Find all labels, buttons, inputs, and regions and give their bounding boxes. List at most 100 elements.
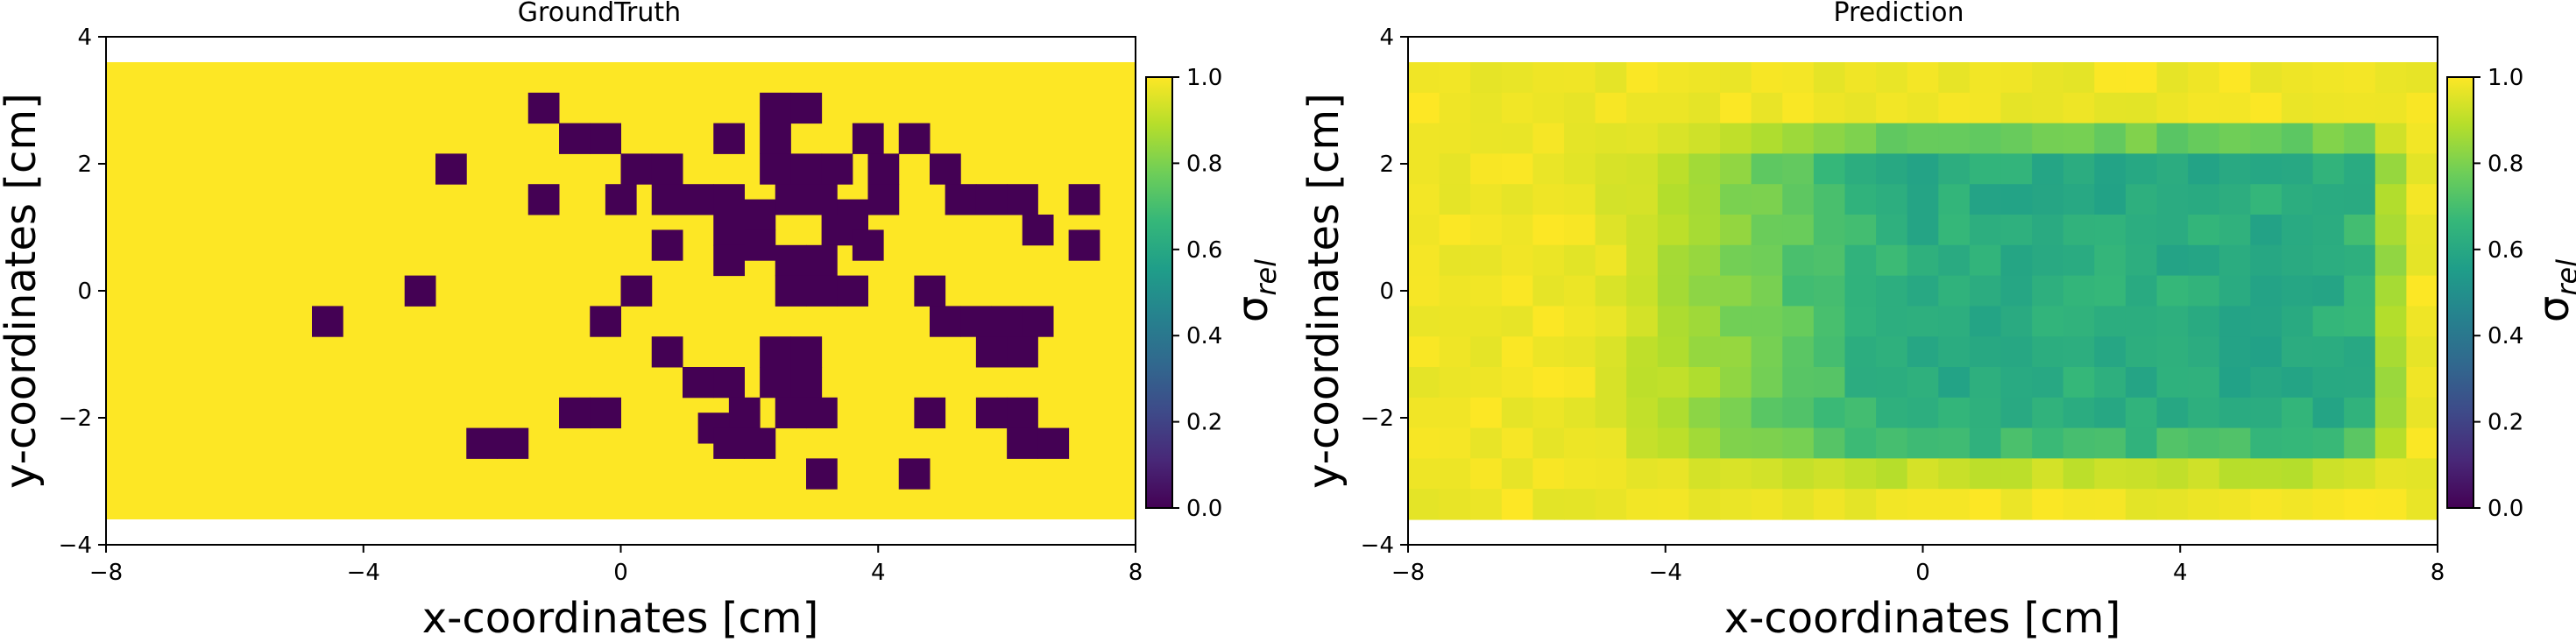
- heatmap-cell: [651, 184, 683, 215]
- heatmap-cell: [2094, 123, 2127, 154]
- heatmap-cell: [1007, 427, 1038, 459]
- heatmap-cell: [2156, 275, 2189, 307]
- heatmap-cell: [2000, 367, 2033, 399]
- heatmap-cell: [2094, 367, 2127, 399]
- heatmap-cell: [2063, 62, 2095, 94]
- heatmap-cell: [2250, 153, 2282, 185]
- heatmap-cell: [1720, 62, 1752, 94]
- heatmap-cell: [1470, 62, 1503, 94]
- heatmap-cell: [1688, 153, 1721, 185]
- heatmap-cell: [1907, 336, 1939, 368]
- heatmap-cell: [2156, 336, 2189, 368]
- heatmap-cell: [1439, 184, 1471, 215]
- heatmap-cell: [1688, 458, 1721, 490]
- heatmap-cell: [2281, 62, 2314, 94]
- heatmap-cell: [2032, 153, 2064, 185]
- heatmap-cell: [1657, 397, 1690, 429]
- heatmap-cell: [1813, 215, 1846, 246]
- heatmap-cell: [867, 184, 900, 215]
- heatmap-cell: [2219, 123, 2251, 154]
- heatmap-cell: [1813, 427, 1846, 459]
- heatmap-cell: [991, 306, 1023, 337]
- colorbar-tick-label: 1.0: [1186, 65, 1222, 91]
- heatmap-cell: [2374, 92, 2407, 124]
- heatmap-cell: [2219, 153, 2251, 185]
- y-tick-label: −4: [1361, 533, 1394, 559]
- heatmap-cell: [1844, 215, 1877, 246]
- heatmap-cell: [1751, 336, 1783, 368]
- x-tick-label: −8: [89, 560, 123, 586]
- heatmap-cell: [1844, 489, 1877, 520]
- heatmap-cell: [2406, 367, 2438, 399]
- heatmap-cell: [620, 275, 653, 307]
- heatmap-cell: [1782, 215, 1815, 246]
- heatmap-cell: [2000, 336, 2033, 368]
- heatmap-cell: [1844, 367, 1877, 399]
- heatmap-cell: [806, 184, 838, 215]
- heatmap-cell: [1532, 244, 1565, 277]
- heatmap-cell: [1564, 336, 1596, 368]
- heatmap-cell: [683, 184, 714, 215]
- heatmap-cell: [1688, 62, 1721, 94]
- prediction-xlabel: x-coordinates [cm]: [1724, 594, 2121, 642]
- heatmap-cell: [1595, 184, 1627, 215]
- heatmap-cell: [1501, 458, 1534, 490]
- heatmap-cell: [2406, 427, 2438, 459]
- heatmap-cell: [590, 123, 621, 154]
- heatmap-cell: [1876, 215, 1908, 246]
- heatmap-cell: [1626, 215, 1659, 246]
- heatmap-cell: [2156, 92, 2189, 124]
- heatmap-cell: [775, 275, 807, 307]
- heatmap-cell: [806, 275, 838, 307]
- heatmap-cell: [1657, 62, 1690, 94]
- heatmap-cell: [1595, 489, 1627, 520]
- colorbar-tick-label: 1.0: [2488, 65, 2523, 91]
- heatmap-cell: [1720, 184, 1752, 215]
- heatmap-cell: [1470, 123, 1503, 154]
- colorbar-tick-label: 0.8: [2488, 151, 2523, 177]
- heatmap-cell: [2374, 62, 2407, 94]
- heatmap-cell: [1470, 92, 1503, 124]
- heatmap-cell: [2094, 306, 2127, 337]
- heatmap-cell: [1907, 427, 1939, 459]
- prediction-title: Prediction: [1833, 0, 1964, 28]
- heatmap-cell: [2312, 184, 2345, 215]
- heatmap-cell: [2250, 397, 2282, 429]
- heatmap-cell: [1751, 427, 1783, 459]
- heatmap-cell: [1564, 62, 1596, 94]
- heatmap-cell: [2125, 458, 2158, 490]
- heatmap-cell: [2094, 92, 2127, 124]
- heatmap-cell: [2374, 458, 2407, 490]
- heatmap-cell: [1938, 336, 1971, 368]
- heatmap-cell: [2250, 184, 2282, 215]
- heatmap-cell: [1532, 184, 1565, 215]
- heatmap-cell: [651, 229, 683, 261]
- heatmap-cell: [2312, 275, 2345, 307]
- heatmap-cell: [1408, 306, 1440, 337]
- heatmap-cell: [1626, 244, 1659, 277]
- heatmap-cell: [1938, 458, 1971, 490]
- heatmap-cell: [1532, 123, 1565, 154]
- heatmap-cell: [1969, 306, 2002, 337]
- heatmap-cell: [1501, 427, 1534, 459]
- heatmap-cell: [2374, 184, 2407, 215]
- heatmap-cell: [713, 244, 745, 277]
- heatmap-cell: [605, 184, 637, 215]
- heatmap-cell: [1595, 427, 1627, 459]
- heatmap-cell: [1626, 184, 1659, 215]
- heatmap-cell: [2374, 367, 2407, 399]
- colorbar-tick-label: 0.6: [2488, 237, 2523, 264]
- heatmap-cell: [1844, 458, 1877, 490]
- heatmap-cell: [1907, 458, 1939, 490]
- heatmap-cell: [2000, 397, 2033, 429]
- heatmap-cell: [2219, 458, 2251, 490]
- heatmap-cell: [2374, 336, 2407, 368]
- heatmap-cell: [1751, 184, 1783, 215]
- heatmap-cell: [760, 367, 791, 399]
- heatmap-cell: [2094, 427, 2127, 459]
- heatmap-cell: [2094, 153, 2127, 185]
- colorbar-tick-label: 0.8: [1186, 151, 1222, 177]
- heatmap-cell: [2032, 397, 2064, 429]
- heatmap-cell: [1907, 275, 1939, 307]
